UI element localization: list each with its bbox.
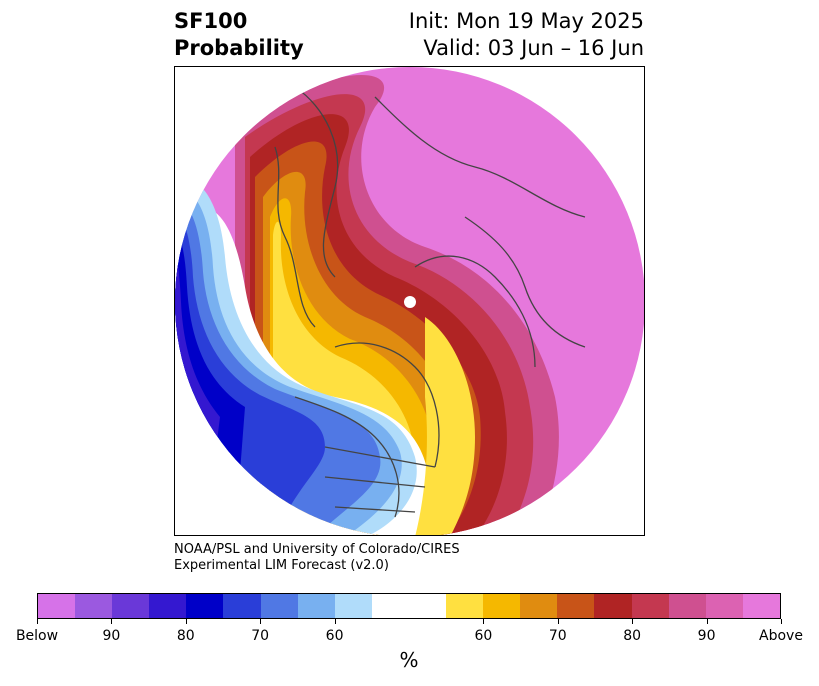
colorbar-ticklabel: 60 (325, 628, 344, 644)
colorbar-ticklabel: Below (15, 628, 59, 644)
colorbar-segment (594, 594, 632, 618)
map-credit: NOAA/PSL and University of Colorado/CIRE… (174, 542, 460, 574)
colorbar-tickmark (334, 619, 336, 624)
colorbar-segment (631, 594, 669, 618)
probability-field (175, 67, 644, 535)
colorbar-segment (742, 594, 780, 618)
colorbar-segment (334, 594, 372, 618)
colorbar-tickmark (111, 619, 113, 624)
colorbar-segment (483, 594, 521, 618)
title-variable: SF100 (174, 9, 248, 33)
colorbar-ticklabel: 70 (548, 628, 567, 644)
colorbar-segment (557, 594, 595, 618)
colorbar-segment (371, 594, 409, 618)
colorbar-segment (668, 594, 706, 618)
credit-line-2: Experimental LIM Forecast (v2.0) (174, 558, 389, 573)
colorbar-segment (186, 594, 224, 618)
polar-map-graphic (175, 67, 644, 535)
colorbar (37, 593, 781, 619)
colorbar-segment (705, 594, 743, 618)
colorbar-tickmark (37, 619, 38, 624)
colorbar-segment (38, 594, 76, 618)
colorbar-tickmark (781, 619, 782, 624)
colorbar-ticklabel: 80 (623, 628, 642, 644)
colorbar-tickmark (557, 619, 559, 624)
colorbar-ticklabel: 90 (697, 628, 716, 644)
map-title-right: Init: Mon 19 May 2025 Valid: 03 Jun – 16… (409, 8, 644, 62)
coastlines (274, 86, 586, 518)
colorbar-tickmark (260, 619, 262, 624)
colorbar-tickmark (706, 619, 708, 624)
credit-line-1: NOAA/PSL and University of Colorado/CIRE… (174, 542, 460, 557)
colorbar-unit: % (399, 648, 419, 672)
colorbar-segment (446, 594, 484, 618)
polar-map (174, 66, 645, 536)
colorbar-ticklabel: 70 (251, 628, 270, 644)
init-date: Init: Mon 19 May 2025 (408, 9, 644, 33)
colorbar-tickmark (185, 619, 187, 624)
colorbar-ticklabel: 80 (176, 628, 195, 644)
colorbar-segment (260, 594, 298, 618)
colorbar-segment (408, 594, 447, 618)
colorbar-ticklabel: Above (759, 628, 803, 644)
colorbar-segment (112, 594, 150, 618)
colorbar-tickmark (632, 619, 634, 624)
colorbar-segment (297, 594, 335, 618)
valid-range: Valid: 03 Jun – 16 Jun (423, 36, 644, 60)
colorbar-segment (223, 594, 261, 618)
colorbar-ticklabel: 60 (474, 628, 493, 644)
title-metric: Probability (174, 36, 304, 60)
colorbar-segment (149, 594, 187, 618)
map-title-left: SF100 Probability (174, 8, 304, 62)
colorbar-ticklabel: 90 (102, 628, 121, 644)
colorbar-tickmark (483, 619, 485, 624)
colorbar-segment (75, 594, 113, 618)
colorbar-segment (520, 594, 558, 618)
